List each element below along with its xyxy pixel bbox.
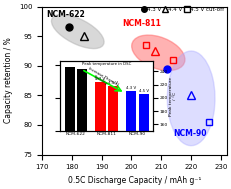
Legend: 4.3 V, 4.4 V, 4.5 V cut-off: 4.3 V, 4.4 V, 4.5 V cut-off	[140, 5, 225, 14]
Ellipse shape	[131, 35, 184, 70]
Text: NCM-811: NCM-811	[122, 19, 161, 28]
Text: NCM-622: NCM-622	[46, 10, 85, 19]
Y-axis label: Peak temperature
/ °C: Peak temperature / °C	[168, 77, 177, 116]
Ellipse shape	[51, 14, 104, 49]
X-axis label: 0.5C Discharge Capacity / mAh g⁻¹: 0.5C Discharge Capacity / mAh g⁻¹	[67, 176, 200, 185]
Ellipse shape	[167, 51, 214, 146]
Text: NCM-90: NCM-90	[173, 129, 206, 138]
Y-axis label: Capacity retention / %: Capacity retention / %	[4, 38, 13, 123]
